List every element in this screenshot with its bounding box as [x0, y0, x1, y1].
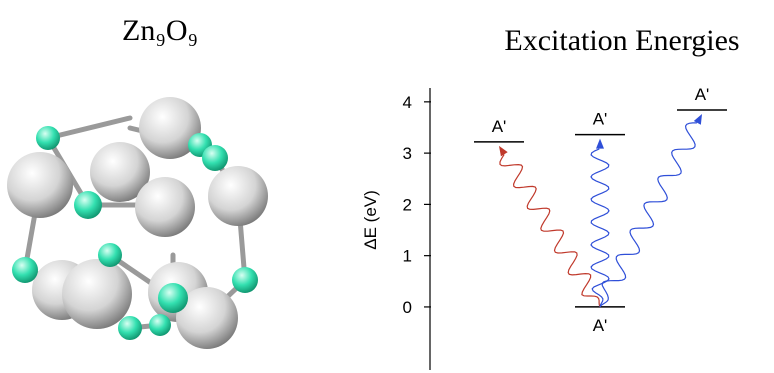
structure-title: Zn₉O₉ — [122, 14, 198, 47]
ground-label: A' — [593, 316, 608, 335]
y-tick-label: 3 — [403, 144, 412, 163]
figure: Zn₉O₉ Excitatio — [0, 0, 774, 373]
molecule — [7, 97, 268, 349]
y-tick-label: 0 — [403, 298, 412, 317]
y-tick-label: 1 — [403, 247, 412, 266]
level-label: A' — [492, 117, 507, 136]
diagram-title: Excitation Energies — [504, 24, 739, 57]
y-tick-label: 4 — [403, 93, 412, 112]
arrow-head — [499, 146, 508, 157]
transition-arrow — [600, 123, 697, 307]
y-axis-label: ΔE (eV) — [361, 190, 380, 250]
level-label: A' — [695, 85, 710, 104]
transition-arrow — [591, 149, 609, 307]
transition-arrow — [500, 155, 600, 307]
level-label: A' — [593, 110, 608, 129]
y-tick-label: 2 — [403, 195, 412, 214]
arrow-head — [596, 139, 604, 149]
